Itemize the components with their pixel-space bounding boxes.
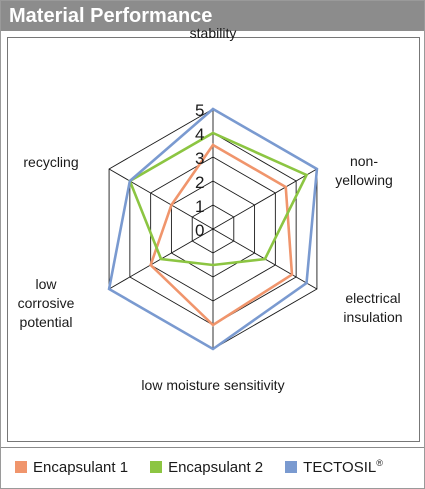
tick-label-1: 1 [195,197,204,216]
legend-label-tectosil: TECTOSIL® [303,458,383,476]
axis-label-1: non-yellowing [335,153,393,188]
legend-item-tectosil: TECTOSIL® [285,458,383,476]
axis-label-0: stability [190,25,237,41]
series-line-1 [149,143,294,327]
axis-spoke-1 [212,168,318,230]
series-line-2 [128,131,309,267]
tick-label-4: 4 [195,125,204,144]
legend-item-encapsulant-2: Encapsulant 2 [150,459,263,476]
axis-label-4: low corrosive potential [18,276,75,330]
tick-label-5: 5 [195,101,204,120]
legend-label-encapsulant-2: Encapsulant 2 [168,458,264,476]
axis-label-3: low moisture sensitivity [141,377,284,393]
legend-item-encapsulant-1: Encapsulant 1 [15,459,128,476]
axis-spoke-5 [108,168,214,230]
legend-divider [1,447,424,448]
chart-title: Material Performance [9,5,213,27]
tick-label-2: 2 [195,173,204,192]
legend-swatch-encapsulant-1 [15,461,27,473]
axis-label-2: electrical insulation [343,290,402,325]
legend: Encapsulant 1 Encapsulant 2 TECTOSIL® [15,457,383,477]
axis-label-5: recycling [23,154,78,170]
series-line-3 [107,107,319,351]
tick-label-0: 0 [195,221,204,240]
tick-label-3: 3 [195,149,204,168]
title-bar: Material Performance [1,1,424,31]
legend-swatch-encapsulant-2 [150,461,163,473]
chart-area [7,37,420,442]
legend-label-encapsulant-1: Encapsulant 1 [33,458,129,476]
radar-chart: 0 1 2 3 4 5 stability non-yellowing electrical in… [18,25,403,393]
legend-swatch-tectosil [285,461,298,473]
